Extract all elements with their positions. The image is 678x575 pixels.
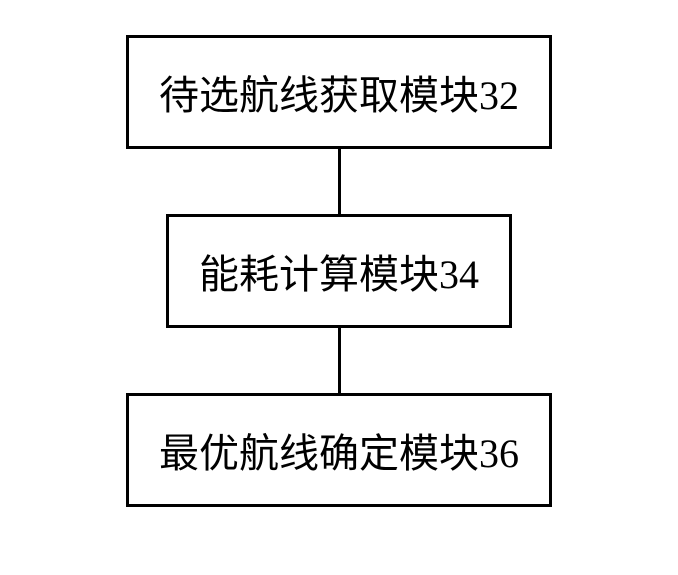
- flowchart-node-1-label: 待选航线获取模块32: [159, 63, 519, 121]
- flowchart-node-3: 最优航线确定模块36: [126, 393, 552, 507]
- flowchart-node-2: 能耗计算模块34: [166, 214, 512, 328]
- flowchart-node-1: 待选航线获取模块32: [126, 35, 552, 149]
- flowchart-node-3-label: 最优航线确定模块36: [159, 421, 519, 479]
- flowchart-node-2-label: 能耗计算模块34: [199, 242, 479, 300]
- flowchart-edge-1: [338, 149, 341, 214]
- flowchart-edge-2: [338, 328, 341, 393]
